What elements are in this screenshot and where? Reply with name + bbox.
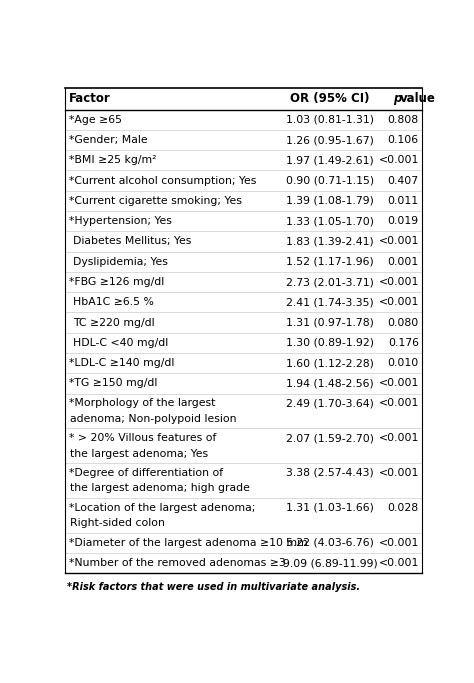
Text: 1.03 (0.81-1.31): 1.03 (0.81-1.31): [286, 115, 374, 125]
Text: *Age ≥65: *Age ≥65: [69, 115, 121, 125]
Text: *Hypertension; Yes: *Hypertension; Yes: [69, 217, 172, 226]
Bar: [65, 150, 422, 171]
Text: <0.001: <0.001: [378, 236, 419, 247]
Text: 2.73 (2.01-3.71): 2.73 (2.01-3.71): [286, 277, 374, 287]
Text: 0.407: 0.407: [388, 176, 419, 186]
Text: 1.30 (0.89-1.92): 1.30 (0.89-1.92): [286, 338, 374, 348]
Text: *BMI ≥25 kg/m²: *BMI ≥25 kg/m²: [69, 155, 156, 165]
Text: 1.31 (0.97-1.78): 1.31 (0.97-1.78): [286, 318, 374, 328]
Text: 0.019: 0.019: [388, 217, 419, 226]
Bar: [65, 428, 422, 463]
Bar: [65, 498, 422, 533]
Text: 1.33 (1.05-1.70): 1.33 (1.05-1.70): [286, 217, 374, 226]
Text: *Morphology of the largest: *Morphology of the largest: [69, 398, 215, 408]
Text: value: value: [400, 92, 436, 105]
Text: *Current alcohol consumption; Yes: *Current alcohol consumption; Yes: [69, 176, 256, 186]
Bar: [65, 272, 422, 292]
Text: HbA1C ≥6.5 %: HbA1C ≥6.5 %: [73, 297, 154, 307]
Text: 1.97 (1.49-2.61): 1.97 (1.49-2.61): [286, 155, 374, 165]
Text: <0.001: <0.001: [378, 297, 419, 307]
Bar: [65, 232, 422, 251]
Bar: [65, 292, 422, 312]
Text: 0.001: 0.001: [388, 257, 419, 267]
Text: 2.49 (1.70-3.64): 2.49 (1.70-3.64): [286, 398, 374, 408]
Bar: [65, 374, 422, 393]
Text: 5.22 (4.03-6.76): 5.22 (4.03-6.76): [286, 538, 374, 548]
Text: *Gender; Male: *Gender; Male: [69, 135, 147, 145]
Text: Dyslipidemia; Yes: Dyslipidemia; Yes: [73, 257, 168, 267]
Text: 0.176: 0.176: [388, 338, 419, 348]
Text: 1.39 (1.08-1.79): 1.39 (1.08-1.79): [286, 196, 374, 206]
Bar: [65, 211, 422, 232]
Text: *TG ≥150 mg/dl: *TG ≥150 mg/dl: [69, 378, 157, 389]
Bar: [65, 463, 422, 498]
Text: 0.808: 0.808: [388, 115, 419, 125]
Text: 0.080: 0.080: [388, 318, 419, 328]
Text: *Current cigarette smoking; Yes: *Current cigarette smoking; Yes: [69, 196, 241, 206]
Text: 1.94 (1.48-2.56): 1.94 (1.48-2.56): [286, 378, 374, 389]
Text: Factor: Factor: [69, 92, 110, 105]
Text: <0.001: <0.001: [378, 433, 419, 443]
Text: <0.001: <0.001: [378, 398, 419, 408]
Text: <0.001: <0.001: [378, 468, 419, 478]
Text: 0.90 (0.71-1.15): 0.90 (0.71-1.15): [286, 176, 374, 186]
Text: <0.001: <0.001: [378, 558, 419, 568]
Text: Diabetes Mellitus; Yes: Diabetes Mellitus; Yes: [73, 236, 191, 247]
Text: 9.09 (6.89-11.99): 9.09 (6.89-11.99): [283, 558, 377, 568]
Bar: [65, 251, 422, 272]
Bar: [65, 110, 422, 130]
Bar: [65, 130, 422, 150]
Text: 0.010: 0.010: [388, 358, 419, 368]
Text: HDL-C <40 mg/dl: HDL-C <40 mg/dl: [73, 338, 168, 348]
Text: TC ≥220 mg/dl: TC ≥220 mg/dl: [73, 318, 155, 328]
Bar: [65, 171, 422, 191]
Text: 2.07 (1.59-2.70): 2.07 (1.59-2.70): [286, 433, 374, 443]
Text: *Diameter of the largest adenoma ≥10 mm: *Diameter of the largest adenoma ≥10 mm: [69, 538, 307, 548]
Text: *Degree of differentiation of: *Degree of differentiation of: [69, 468, 223, 478]
Text: <0.001: <0.001: [378, 277, 419, 287]
Text: 1.31 (1.03-1.66): 1.31 (1.03-1.66): [286, 503, 374, 513]
Bar: [65, 553, 422, 573]
Text: Right-sided colon: Right-sided colon: [70, 518, 164, 528]
Text: the largest adenoma; high grade: the largest adenoma; high grade: [70, 484, 250, 493]
Text: 1.26 (0.95-1.67): 1.26 (0.95-1.67): [286, 135, 374, 145]
Bar: [65, 353, 422, 374]
Text: <0.001: <0.001: [378, 155, 419, 165]
Text: OR (95% CI): OR (95% CI): [291, 92, 370, 105]
Bar: [65, 312, 422, 333]
Text: the largest adenoma; Yes: the largest adenoma; Yes: [70, 449, 208, 459]
Bar: [65, 393, 422, 428]
Text: 0.011: 0.011: [388, 196, 419, 206]
Text: adenoma; Non-polypoid lesion: adenoma; Non-polypoid lesion: [70, 414, 236, 424]
Text: 1.52 (1.17-1.96): 1.52 (1.17-1.96): [286, 257, 374, 267]
Bar: [65, 333, 422, 353]
Text: 0.106: 0.106: [388, 135, 419, 145]
Bar: [65, 191, 422, 211]
Text: *Risk factors that were used in multivariate analysis.: *Risk factors that were used in multivar…: [67, 583, 360, 592]
Text: <0.001: <0.001: [378, 538, 419, 548]
Text: *Number of the removed adenomas ≥3: *Number of the removed adenomas ≥3: [69, 558, 285, 568]
Text: *FBG ≥126 mg/dl: *FBG ≥126 mg/dl: [69, 277, 164, 287]
Text: <0.001: <0.001: [378, 378, 419, 389]
Text: 1.83 (1.39-2.41): 1.83 (1.39-2.41): [286, 236, 374, 247]
Text: 3.38 (2.57-4.43): 3.38 (2.57-4.43): [286, 468, 374, 478]
Text: * > 20% Villous features of: * > 20% Villous features of: [69, 433, 216, 443]
Text: p: p: [393, 92, 402, 105]
Text: *LDL-C ≥140 mg/dl: *LDL-C ≥140 mg/dl: [69, 358, 174, 368]
Text: 0.028: 0.028: [388, 503, 419, 513]
Bar: [65, 533, 422, 553]
Text: 1.60 (1.12-2.28): 1.60 (1.12-2.28): [286, 358, 374, 368]
Text: *Location of the largest adenoma;: *Location of the largest adenoma;: [69, 503, 255, 513]
Text: 2.41 (1.74-3.35): 2.41 (1.74-3.35): [286, 297, 374, 307]
